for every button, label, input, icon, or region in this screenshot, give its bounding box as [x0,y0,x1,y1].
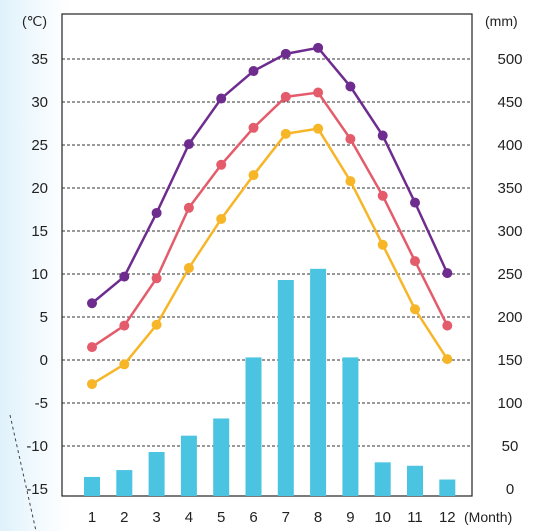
month-tick-label: 2 [120,509,128,526]
temperature-point [377,190,388,201]
right-tick-label: 500 [497,51,522,68]
right-axis-unit: (mm) [485,13,518,29]
right-tick-label: 200 [497,309,522,326]
temperature-point [377,239,388,250]
right-tick-label: 50 [502,438,519,455]
plot-frame [61,13,473,497]
month-tick-label: 1 [88,509,96,526]
temperature-point [345,176,356,187]
temperature-point [87,298,97,309]
temperature-point [248,66,259,77]
temperature-point [410,304,420,315]
month-tick-label: 9 [346,509,354,526]
temperature-point [183,139,194,150]
left-tick-label: -10 [26,438,48,455]
month-tick-label: 3 [152,509,160,526]
precip-bar [213,418,230,496]
precip-bar [116,470,133,496]
temperature-point [151,273,162,284]
axis-ticks: 35302520151050-5-10-15500450400350300250… [26,51,522,526]
temperature-point [183,262,194,273]
right-tick-label: 150 [497,352,522,369]
left-tick-label: 10 [31,266,48,283]
temperature-lines [87,42,453,390]
precip-bar [277,280,294,496]
temperature-point [183,202,194,213]
temperature-point [216,93,227,104]
month-tick-label: 10 [374,509,391,526]
temperature-point [216,159,227,170]
precip-bar [407,465,423,496]
precip-bar [374,462,391,496]
temperature-point [87,379,97,390]
left-axis-unit: (℃) [22,13,47,29]
temperature-point [442,320,453,331]
precip-bar [84,476,100,496]
precip-bar [245,357,262,496]
month-tick-label: 6 [249,509,257,526]
precipitation-bars [84,268,456,496]
left-tick-label: 5 [40,309,48,326]
temperature-point [280,128,291,139]
precip-bar [148,452,165,496]
temperature-point [216,213,227,224]
right-tick-label: 300 [497,223,522,240]
left-tick-label: 30 [31,94,48,111]
month-tick-label: 12 [439,509,456,526]
temperature-point [119,359,130,370]
right-tick-label: 250 [497,266,522,283]
gridlines [62,58,472,447]
left-tick-label: 25 [31,137,48,154]
left-tick-label: 20 [31,180,48,197]
precip-bar [310,268,327,496]
month-tick-label: 8 [314,509,322,526]
temperature-point [377,130,388,141]
temperature-line [91,46,449,305]
temperature-point [442,268,453,279]
right-tick-label: 100 [497,395,522,412]
month-tick-label: 4 [185,509,193,526]
temperature-point [248,170,259,181]
temperature-point [151,319,162,330]
right-tick-label: 400 [497,137,522,154]
temperature-point [119,271,130,282]
temperature-point [345,133,356,144]
month-tick-label: 11 [407,509,423,526]
temperature-point [313,42,324,53]
temperature-point [410,197,420,208]
left-tick-label: 0 [40,352,48,369]
right-tick-label: 350 [497,180,522,197]
temperature-point [280,48,291,59]
temperature-line [91,91,449,349]
temperature-point [442,354,453,365]
temperature-point [410,256,420,267]
precip-bar [180,435,197,496]
left-dashed-guide [9,414,37,531]
temperature-point [313,123,324,134]
temperature-point [119,320,130,331]
left-tick-label: 15 [31,223,48,240]
x-axis-unit: (Month) [464,509,512,525]
temperature-point [280,91,291,102]
temperature-point [248,122,259,133]
right-tick-label: 0 [506,481,514,498]
precip-bar [439,479,456,496]
left-tick-label: 35 [31,51,48,68]
temperature-point [151,207,162,218]
temperature-point [345,81,356,92]
right-tick-label: 450 [497,94,522,111]
temperature-line [91,127,449,386]
temperature-point [87,342,97,353]
left-tick-label: -5 [35,395,48,412]
precip-bar [342,357,359,496]
temperature-point [313,87,324,98]
month-tick-label: 7 [282,509,290,526]
month-tick-label: 5 [217,509,225,526]
left-tick-label: -15 [26,481,48,498]
